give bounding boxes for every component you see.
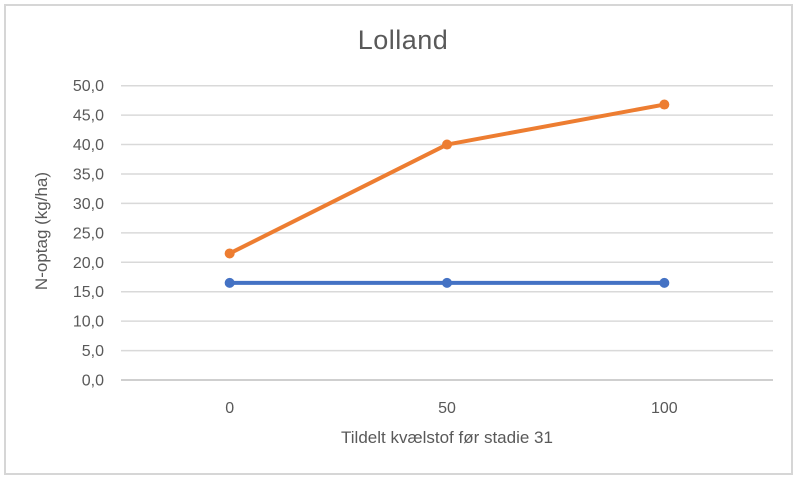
y-tick-label: 10,0	[73, 314, 104, 331]
y-tick-label: 20,0	[73, 255, 104, 272]
x-tick-label: 100	[651, 400, 678, 417]
x-axis-title: Tildelt kvælstof før stadie 31	[341, 428, 553, 447]
orange-series-marker	[224, 248, 235, 259]
blue-series-marker	[442, 277, 452, 288]
x-tick-label: 50	[438, 400, 456, 417]
x-tick-label: 0	[225, 400, 234, 417]
blue-series-marker	[224, 277, 235, 288]
orange-series-marker	[659, 99, 670, 110]
orange-series-line	[227, 102, 667, 256]
y-tick-label: 30,0	[73, 196, 104, 213]
y-axis-title: N-optag (kg/ha)	[32, 171, 51, 291]
blue-series-marker	[659, 277, 670, 288]
y-tick-label: 0,0	[82, 373, 104, 390]
y-tick-label: 40,0	[73, 137, 104, 154]
y-tick-label: 15,0	[73, 284, 104, 301]
chart-title: Lolland	[357, 25, 449, 55]
y-tick-label: 50,0	[73, 78, 104, 95]
y-tick-label: 45,0	[73, 108, 104, 125]
orange-series-marker	[442, 139, 452, 150]
y-tick-label: 25,0	[73, 225, 104, 242]
y-tick-label: 5,0	[82, 343, 104, 360]
chart-frame	[4, 4, 793, 475]
y-tick-label: 35,0	[73, 166, 104, 183]
